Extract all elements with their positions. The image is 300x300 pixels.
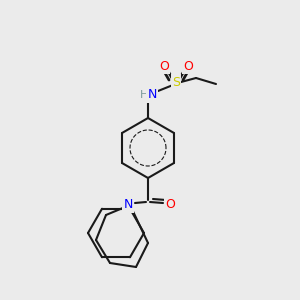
- Text: H: H: [140, 90, 148, 100]
- Text: N: N: [123, 199, 133, 212]
- Text: N: N: [147, 88, 157, 101]
- Text: O: O: [183, 59, 193, 73]
- Text: O: O: [165, 199, 175, 212]
- Text: S: S: [172, 76, 180, 88]
- Text: O: O: [159, 59, 169, 73]
